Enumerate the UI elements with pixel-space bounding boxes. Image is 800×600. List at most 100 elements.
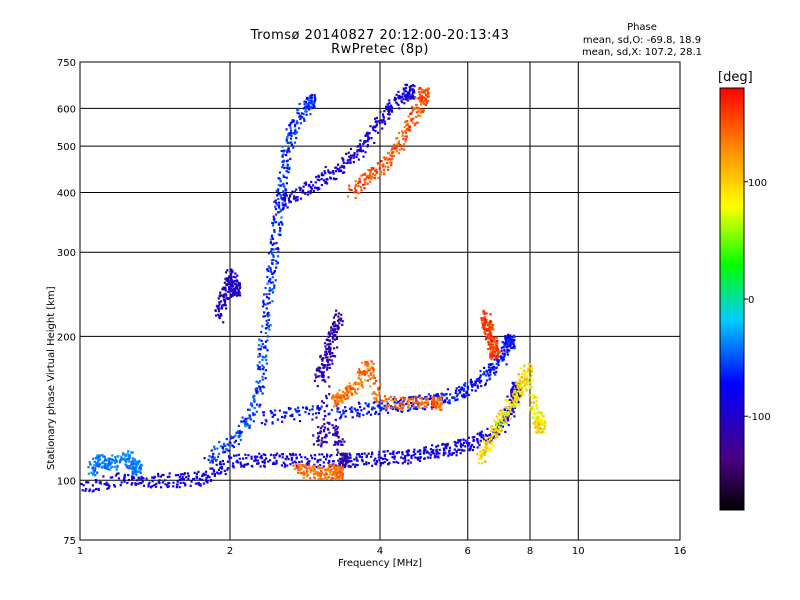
data-point xyxy=(362,413,365,417)
data-point xyxy=(346,195,350,198)
data-point xyxy=(367,176,370,180)
data-point xyxy=(383,120,386,123)
data-point xyxy=(285,170,288,173)
data-point xyxy=(373,376,376,380)
data-point xyxy=(312,469,315,472)
data-point xyxy=(418,459,421,463)
data-point xyxy=(244,453,247,456)
data-point xyxy=(237,282,240,285)
data-point xyxy=(287,197,290,200)
data-point xyxy=(505,363,508,366)
data-point xyxy=(520,385,523,388)
data-point xyxy=(262,301,265,304)
data-point xyxy=(270,249,273,252)
data-point xyxy=(280,184,283,187)
data-point xyxy=(271,224,275,227)
data-point xyxy=(431,452,434,455)
data-point xyxy=(438,398,441,401)
data-point xyxy=(92,473,95,476)
data-point xyxy=(420,109,424,112)
data-point xyxy=(379,464,382,467)
data-point xyxy=(204,473,207,476)
data-point xyxy=(285,411,288,415)
data-point xyxy=(442,453,445,457)
data-point xyxy=(350,459,353,463)
data-point xyxy=(337,440,340,443)
data-point xyxy=(263,293,266,296)
data-point xyxy=(291,190,294,193)
data-point xyxy=(266,302,269,305)
data-point xyxy=(364,173,367,177)
data-point xyxy=(412,117,415,120)
data-point xyxy=(511,401,514,405)
data-point xyxy=(396,409,400,412)
data-point xyxy=(499,409,502,412)
data-point xyxy=(532,412,535,415)
data-point xyxy=(435,400,439,403)
data-point xyxy=(381,121,384,124)
data-point xyxy=(328,422,331,426)
data-point xyxy=(494,373,497,376)
data-point xyxy=(319,458,322,461)
data-point xyxy=(471,385,474,388)
data-point xyxy=(459,445,463,448)
data-point xyxy=(481,321,484,325)
data-point xyxy=(120,455,123,458)
data-point xyxy=(304,181,308,184)
data-point xyxy=(513,384,516,387)
data-point xyxy=(539,427,542,431)
data-point xyxy=(388,99,391,102)
data-point xyxy=(296,466,299,469)
data-point xyxy=(366,134,369,138)
data-point xyxy=(401,396,405,399)
data-point xyxy=(225,307,228,310)
data-point xyxy=(262,453,265,456)
data-point xyxy=(132,460,135,463)
data-point xyxy=(508,406,512,409)
data-point xyxy=(358,143,362,146)
data-point xyxy=(135,474,138,477)
data-point xyxy=(272,248,275,251)
data-point xyxy=(502,419,505,422)
data-point xyxy=(391,456,394,459)
data-point xyxy=(338,399,342,403)
data-point xyxy=(423,446,426,449)
data-point xyxy=(381,165,385,168)
data-point xyxy=(483,318,487,321)
data-point xyxy=(530,408,533,411)
data-point xyxy=(492,419,496,422)
data-point xyxy=(114,474,118,477)
data-point xyxy=(509,343,512,347)
data-point xyxy=(412,454,415,457)
data-point xyxy=(448,453,452,456)
data-point xyxy=(224,289,227,292)
data-point xyxy=(296,406,300,409)
data-point xyxy=(245,456,248,460)
data-point xyxy=(485,445,488,448)
data-point xyxy=(415,111,419,114)
data-point xyxy=(263,460,266,463)
data-point xyxy=(513,389,517,392)
data-point xyxy=(347,460,350,463)
data-point xyxy=(87,472,90,475)
data-point xyxy=(111,476,114,479)
data-point xyxy=(375,121,378,124)
data-point xyxy=(505,421,508,424)
data-point xyxy=(417,401,420,404)
data-point xyxy=(332,316,336,319)
data-point xyxy=(184,482,187,485)
data-point xyxy=(422,109,425,112)
data-point xyxy=(367,137,370,141)
data-point xyxy=(323,364,327,367)
data-point xyxy=(404,86,408,90)
data-point xyxy=(337,443,340,446)
data-point xyxy=(436,392,439,396)
data-point xyxy=(358,374,361,377)
data-point xyxy=(320,442,323,445)
data-point xyxy=(500,357,503,360)
data-point xyxy=(282,461,285,464)
data-point xyxy=(190,480,193,483)
data-point xyxy=(406,122,409,126)
data-point xyxy=(387,168,390,171)
data-point xyxy=(387,109,390,112)
